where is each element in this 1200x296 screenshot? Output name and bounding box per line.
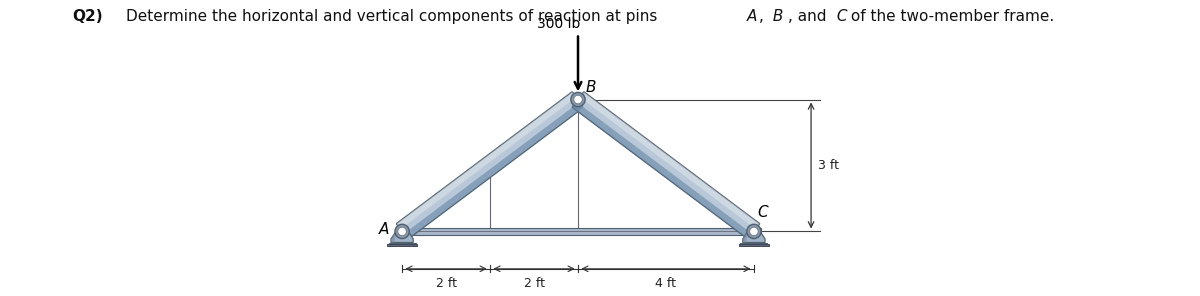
Text: of the two-member frame.: of the two-member frame. bbox=[846, 9, 1055, 24]
Text: C: C bbox=[832, 9, 847, 24]
Text: 300 lb: 300 lb bbox=[536, 17, 580, 31]
Polygon shape bbox=[391, 231, 398, 242]
Text: , and: , and bbox=[788, 9, 827, 24]
Polygon shape bbox=[389, 242, 415, 244]
Polygon shape bbox=[391, 231, 413, 242]
Polygon shape bbox=[388, 244, 416, 246]
Polygon shape bbox=[396, 92, 584, 239]
Polygon shape bbox=[396, 228, 761, 234]
Text: 3 ft: 3 ft bbox=[817, 159, 839, 172]
Circle shape bbox=[750, 227, 758, 236]
Text: A: A bbox=[746, 9, 757, 24]
Text: B: B bbox=[586, 80, 596, 95]
Circle shape bbox=[571, 92, 586, 107]
Text: Determine the horizontal and vertical components of reaction at pins: Determine the horizontal and vertical co… bbox=[126, 9, 662, 24]
Circle shape bbox=[398, 227, 407, 236]
Polygon shape bbox=[580, 92, 760, 229]
Polygon shape bbox=[572, 92, 760, 239]
Text: 2 ft: 2 ft bbox=[436, 277, 456, 290]
Text: B: B bbox=[768, 9, 784, 24]
Polygon shape bbox=[572, 102, 752, 239]
Text: A: A bbox=[378, 222, 389, 237]
Circle shape bbox=[574, 95, 582, 104]
Polygon shape bbox=[739, 244, 769, 246]
Polygon shape bbox=[743, 231, 750, 242]
Polygon shape bbox=[740, 242, 768, 244]
Text: 2 ft: 2 ft bbox=[523, 277, 545, 290]
Polygon shape bbox=[396, 92, 576, 229]
Circle shape bbox=[746, 224, 761, 239]
Text: ,: , bbox=[758, 9, 763, 24]
Text: Q2): Q2) bbox=[72, 9, 103, 24]
Polygon shape bbox=[743, 231, 764, 242]
Circle shape bbox=[395, 224, 409, 239]
Text: 4 ft: 4 ft bbox=[655, 277, 677, 290]
Text: C: C bbox=[757, 205, 768, 221]
Polygon shape bbox=[404, 102, 584, 239]
